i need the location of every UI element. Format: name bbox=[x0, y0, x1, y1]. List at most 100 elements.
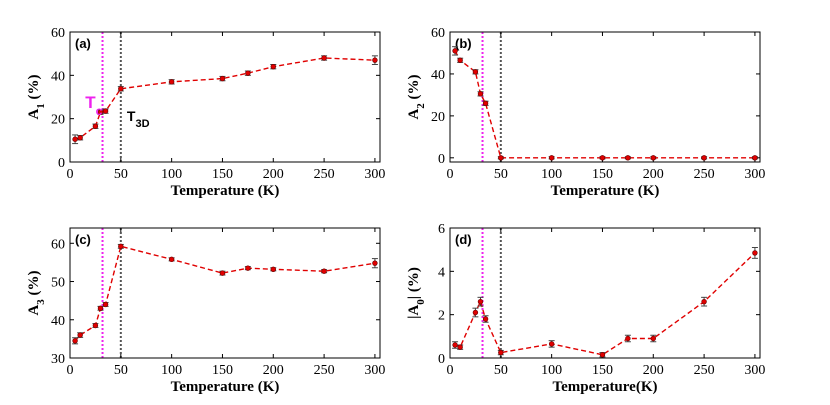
data-point bbox=[372, 57, 378, 63]
data-point bbox=[102, 108, 109, 114]
data-point bbox=[477, 91, 484, 97]
y-tick-label: 60 bbox=[51, 26, 65, 41]
data-point bbox=[457, 57, 463, 64]
data-point bbox=[482, 316, 489, 322]
series-line bbox=[74, 57, 375, 140]
x-tick-label: 150 bbox=[212, 363, 233, 378]
x-axis-title: Temperature (K) bbox=[171, 379, 280, 395]
data-point bbox=[482, 100, 489, 106]
data-point bbox=[219, 75, 226, 82]
data-point bbox=[168, 256, 175, 263]
data-point bbox=[650, 335, 656, 342]
data-point bbox=[92, 322, 99, 329]
panel-label: (d) bbox=[455, 232, 472, 247]
x-tick-label: 150 bbox=[592, 363, 613, 378]
y-tick-label: 20 bbox=[431, 110, 445, 125]
x-tick-label: 100 bbox=[541, 363, 562, 378]
data-point bbox=[72, 136, 78, 142]
y-tick-label: 4 bbox=[438, 265, 445, 280]
x-axis-title: Temperature (K) bbox=[551, 183, 660, 199]
panel-label: (b) bbox=[455, 36, 472, 51]
data-point bbox=[701, 155, 707, 161]
data-point bbox=[77, 135, 83, 141]
data-point bbox=[457, 344, 463, 350]
data-point bbox=[701, 298, 707, 305]
data-point bbox=[118, 243, 124, 250]
data-point bbox=[77, 332, 83, 338]
data-point bbox=[321, 268, 327, 274]
data-point bbox=[452, 342, 458, 348]
x-tick-label: 50 bbox=[494, 167, 508, 182]
x-tick-label: 300 bbox=[364, 363, 385, 378]
series-line bbox=[74, 245, 376, 342]
y-tick-label: 0 bbox=[438, 352, 445, 367]
panel-1: 0 50 100 150 200 250 300 0 20 40 60 Temperature (K)… bbox=[26, 26, 385, 199]
panel-3: 0 50 100 150 200 250 300 30 40 50 60 Temperature (K… bbox=[26, 227, 385, 395]
data-point bbox=[97, 109, 104, 115]
y-tick-label: 6 bbox=[438, 222, 445, 237]
y-tick-label: 40 bbox=[431, 68, 445, 83]
x-tick-label: 50 bbox=[494, 363, 508, 378]
y-tick-label: 0 bbox=[58, 156, 65, 171]
plot-frame bbox=[449, 227, 761, 359]
data-point bbox=[625, 155, 631, 161]
data-point bbox=[92, 123, 99, 129]
data-point bbox=[102, 301, 109, 308]
tc-annotation: Tc bbox=[85, 93, 102, 118]
x-tick-label: 300 bbox=[364, 167, 385, 182]
data-point bbox=[118, 86, 124, 92]
x-tick-label: 300 bbox=[744, 363, 765, 378]
y-tick-label: 0 bbox=[438, 152, 445, 167]
x-tick-label: 150 bbox=[212, 167, 233, 182]
x-tick-label: 0 bbox=[447, 167, 454, 182]
x-axis-title: Temperature(K) bbox=[553, 379, 658, 395]
data-point bbox=[97, 305, 104, 311]
x-tick-label: 0 bbox=[67, 167, 74, 182]
x-tick-label: 250 bbox=[314, 363, 335, 378]
data-point bbox=[372, 260, 378, 266]
y-tick-label: 50 bbox=[51, 276, 65, 291]
x-tick-label: 250 bbox=[694, 167, 715, 182]
y-axis-title: A3 (%) bbox=[26, 270, 47, 315]
plot-frame bbox=[69, 31, 381, 163]
x-tick-label: 100 bbox=[161, 363, 182, 378]
y-axis-title: A1 (%) bbox=[26, 74, 47, 119]
data-point bbox=[752, 155, 758, 161]
y-tick-label: 60 bbox=[431, 26, 445, 41]
x-tick-label: 200 bbox=[643, 167, 664, 182]
x-tick-label: 50 bbox=[114, 363, 128, 378]
data-point bbox=[477, 298, 484, 305]
data-point bbox=[498, 155, 504, 161]
panel-label: (c) bbox=[75, 232, 91, 247]
x-tick-label: 250 bbox=[694, 363, 715, 378]
panel-2: 0 50 100 150 200 250 300 0 20 40 60 Temperature (K)… bbox=[406, 26, 765, 199]
data-point bbox=[452, 48, 458, 54]
data-point bbox=[472, 309, 479, 316]
plot-frame bbox=[449, 31, 761, 163]
x-tick-label: 50 bbox=[114, 167, 128, 182]
x-tick-label: 0 bbox=[67, 363, 74, 378]
x-axis-title: Temperature (K) bbox=[171, 183, 280, 199]
y-axis-title: A2 (%) bbox=[406, 74, 427, 119]
data-point bbox=[321, 55, 327, 61]
data-point bbox=[548, 155, 555, 161]
data-point bbox=[548, 341, 555, 347]
t3d-annotation: T3D bbox=[127, 108, 150, 130]
x-tick-label: 0 bbox=[447, 363, 454, 378]
data-point bbox=[498, 349, 504, 356]
x-tick-label: 100 bbox=[161, 167, 182, 182]
data-point bbox=[472, 69, 479, 75]
data-point bbox=[599, 155, 606, 161]
plot-frame bbox=[69, 227, 381, 359]
series-line bbox=[454, 252, 756, 356]
data-point bbox=[625, 335, 631, 342]
data-point bbox=[245, 70, 251, 76]
data-point bbox=[72, 338, 78, 344]
y-tick-label: 40 bbox=[51, 314, 65, 329]
y-tick-label: 2 bbox=[438, 309, 445, 324]
x-tick-label: 150 bbox=[592, 167, 613, 182]
x-tick-label: 250 bbox=[314, 167, 335, 182]
y-tick-label: 20 bbox=[51, 113, 65, 128]
data-point bbox=[245, 265, 251, 271]
